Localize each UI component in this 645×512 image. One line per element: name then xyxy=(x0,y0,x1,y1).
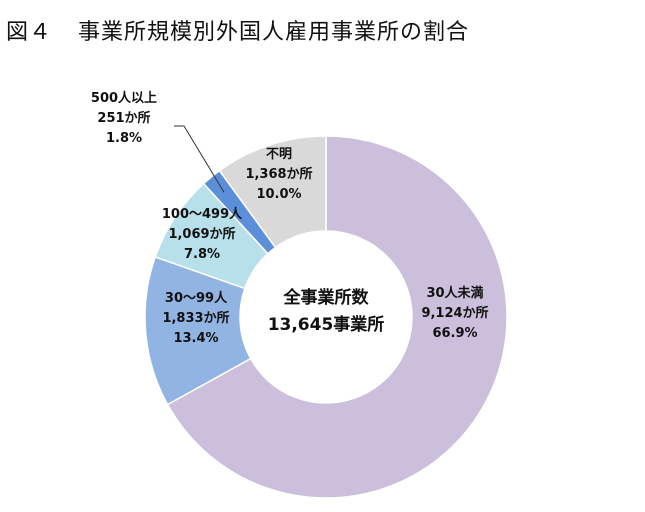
leader-line-group xyxy=(174,125,225,193)
label-100-499-count: 1,069か所 xyxy=(168,226,235,242)
label-100-499-percent: 7.8% xyxy=(184,247,220,262)
label-30-99-name: 30～99人 xyxy=(165,290,228,306)
label-500-plus-name: 500人以上 xyxy=(91,90,157,106)
slice-labels: 30人未満 9,124か所 66.9% 30～99人 1,833か所 13.4% 100～4… xyxy=(91,90,489,346)
label-under-30-count: 9,124か所 xyxy=(421,305,488,321)
donut-slices xyxy=(144,135,508,499)
chart-title-text: 事業所規模別外国人雇用事業所の割合 xyxy=(78,20,470,45)
label-unknown-count: 1,368か所 xyxy=(245,166,312,182)
label-30-99-count: 1,833か所 xyxy=(162,310,229,326)
label-under-30-percent: 66.9% xyxy=(432,326,477,341)
label-under-30-name: 30人未満 xyxy=(426,285,483,301)
slice-unknown xyxy=(218,135,327,249)
slice-under-30 xyxy=(166,135,508,499)
chart-title: 図４ 事業所規模別外国人雇用事業所の割合 xyxy=(6,14,469,46)
leader-line-500-plus xyxy=(174,125,225,193)
label-30-99-percent: 13.4% xyxy=(173,331,218,346)
label-100-499-name: 100～499人 xyxy=(162,206,243,222)
label-unknown-percent: 10.0% xyxy=(256,187,301,202)
center-label-line2: 13,645事業所 xyxy=(268,314,385,335)
center-label-line1: 全事業所数 xyxy=(283,287,370,308)
label-500-plus-percent: 1.8% xyxy=(106,131,142,146)
label-500-plus-count: 251か所 xyxy=(97,110,150,126)
figure-number: 図４ xyxy=(6,20,53,45)
label-unknown-name: 不明 xyxy=(266,147,292,162)
